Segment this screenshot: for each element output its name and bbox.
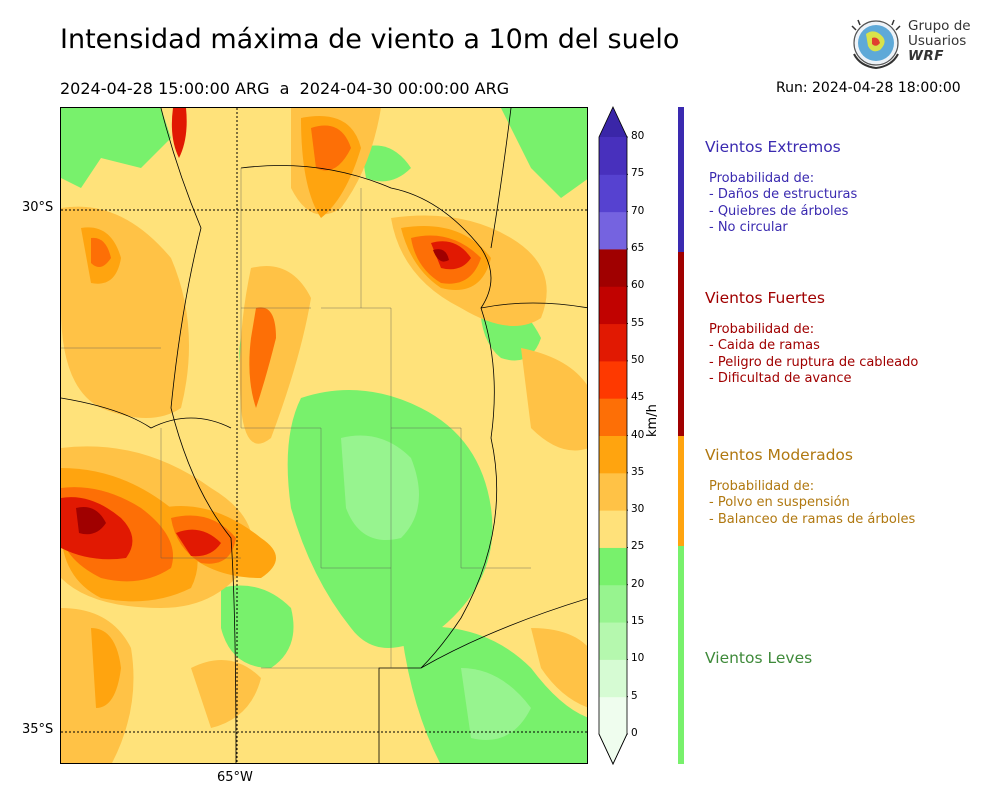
province-borders: [61, 108, 587, 763]
colorbar-segment: [599, 248, 627, 287]
logo-line-3: WRF: [908, 48, 945, 64]
logo-line-2: Usuarios: [908, 33, 967, 49]
colorbar-segment: [599, 286, 627, 325]
extreme-core-zones: [76, 249, 449, 535]
colorbar-tick-label: 35: [631, 465, 645, 478]
colorbar-tick-label: 5: [631, 689, 638, 702]
map-title: Intensidad máxima de viento a 10m del su…: [60, 24, 680, 55]
category-line: Probabilidad de:: [709, 171, 815, 186]
colorbar-segment: [599, 174, 627, 213]
colorbar-tick-label: 0: [631, 727, 638, 739]
category-line: - Peligro de ruptura de cableado: [709, 354, 919, 370]
colorbar-segment: [599, 472, 627, 511]
category-line: Probabilidad de:: [709, 479, 815, 494]
colorbar-segment: [599, 137, 627, 175]
wind-speed-colorbar: [598, 106, 628, 765]
colorbar-tick-label: 50: [631, 353, 645, 366]
colorbar-min-extension: [598, 733, 628, 765]
category-line: - Caida de ramas: [709, 338, 820, 354]
department-borders: [61, 168, 531, 669]
colorbar-unit: km/h: [645, 404, 660, 437]
colorbar-max-extension: [599, 107, 627, 137]
category-line: - Polvo en suspensión: [709, 495, 850, 511]
category-text-strong: Probabilidad de: - Caida de ramas - Peli…: [709, 322, 918, 387]
colorbar-segment: [599, 360, 627, 399]
colorbar-tick-label: 40: [631, 428, 645, 441]
colorbar-segment: [599, 584, 627, 623]
category-line: Probabilidad de:: [709, 322, 815, 337]
graticule: [61, 108, 587, 763]
category-text-extreme: Probabilidad de: - Daños de estructuras …: [709, 171, 857, 236]
colorbar-segment: [599, 323, 627, 362]
colorbar-tick-label: 15: [631, 615, 645, 628]
low-wind-zones: [61, 108, 587, 763]
colorbar-tick-label: 25: [631, 540, 645, 553]
category-title-strong: Vientos Fuertes: [705, 289, 825, 307]
category-title-moderate: Vientos Moderados: [705, 446, 853, 464]
category-line: - Balanceo de ramas de árboles: [709, 511, 916, 527]
colorbar-tick-label: 30: [631, 503, 645, 516]
lat-label-30s: 30°S: [22, 200, 54, 215]
category-title-extreme: Vientos Extremos: [705, 138, 841, 156]
extreme-category-bar: [678, 107, 684, 252]
light-category-bar: [678, 546, 684, 764]
light-wind-zones: [341, 435, 531, 740]
colorbar-tick-label: 75: [631, 167, 645, 180]
category-line: - Quiebres de árboles: [709, 203, 849, 219]
globe-icon: [851, 19, 901, 70]
logo-line-1: Grupo de: [908, 18, 971, 34]
wrf-users-logo: Grupo de Usuarios WRF: [846, 16, 976, 72]
strong-category-bar: [678, 252, 684, 436]
colorbar-tick-label: 55: [631, 316, 645, 329]
category-line: - Dificultad de avance: [709, 370, 852, 386]
colorbar-tick-label: 65: [631, 241, 645, 254]
lon-label-65w: 65°W: [217, 770, 253, 785]
colorbar-tick-label: 20: [631, 577, 645, 590]
colorbar-segment: [599, 622, 627, 660]
category-title-light: Vientos Leves: [705, 649, 813, 667]
colorbar-tick-label: 60: [631, 279, 645, 292]
colorbar-segment: [599, 547, 627, 586]
category-line: - No circular: [709, 219, 788, 235]
colorbar-tick-label: 10: [631, 652, 645, 665]
colorbar-tick-label: 80: [631, 130, 645, 142]
colorbar-segment: [599, 510, 627, 548]
moderate-category-bar: [678, 436, 684, 546]
category-text-moderate: Probabilidad de: - Polvo en suspensión -…: [709, 479, 915, 528]
logo-text: Grupo de Usuarios WRF: [908, 19, 971, 64]
wind-map-field: [61, 108, 587, 763]
colorbar-tick-label: 70: [631, 204, 645, 217]
wind-map: [60, 107, 588, 764]
category-line: - Daños de estructuras: [709, 187, 858, 203]
colorbar-segment: [599, 435, 627, 474]
forecast-period: 2024-04-28 15:00:00 ARG a 2024-04-30 00:…: [60, 79, 510, 98]
colorbar-segment: [599, 696, 627, 735]
colorbar-segment: [599, 398, 627, 436]
colorbar-segment: [599, 211, 627, 250]
colorbar-segment: [599, 659, 627, 698]
colorbar-tick-label: 45: [631, 391, 645, 404]
run-time: Run: 2024-04-28 18:00:00: [776, 80, 961, 96]
lat-label-35s: 35°S: [22, 722, 54, 737]
